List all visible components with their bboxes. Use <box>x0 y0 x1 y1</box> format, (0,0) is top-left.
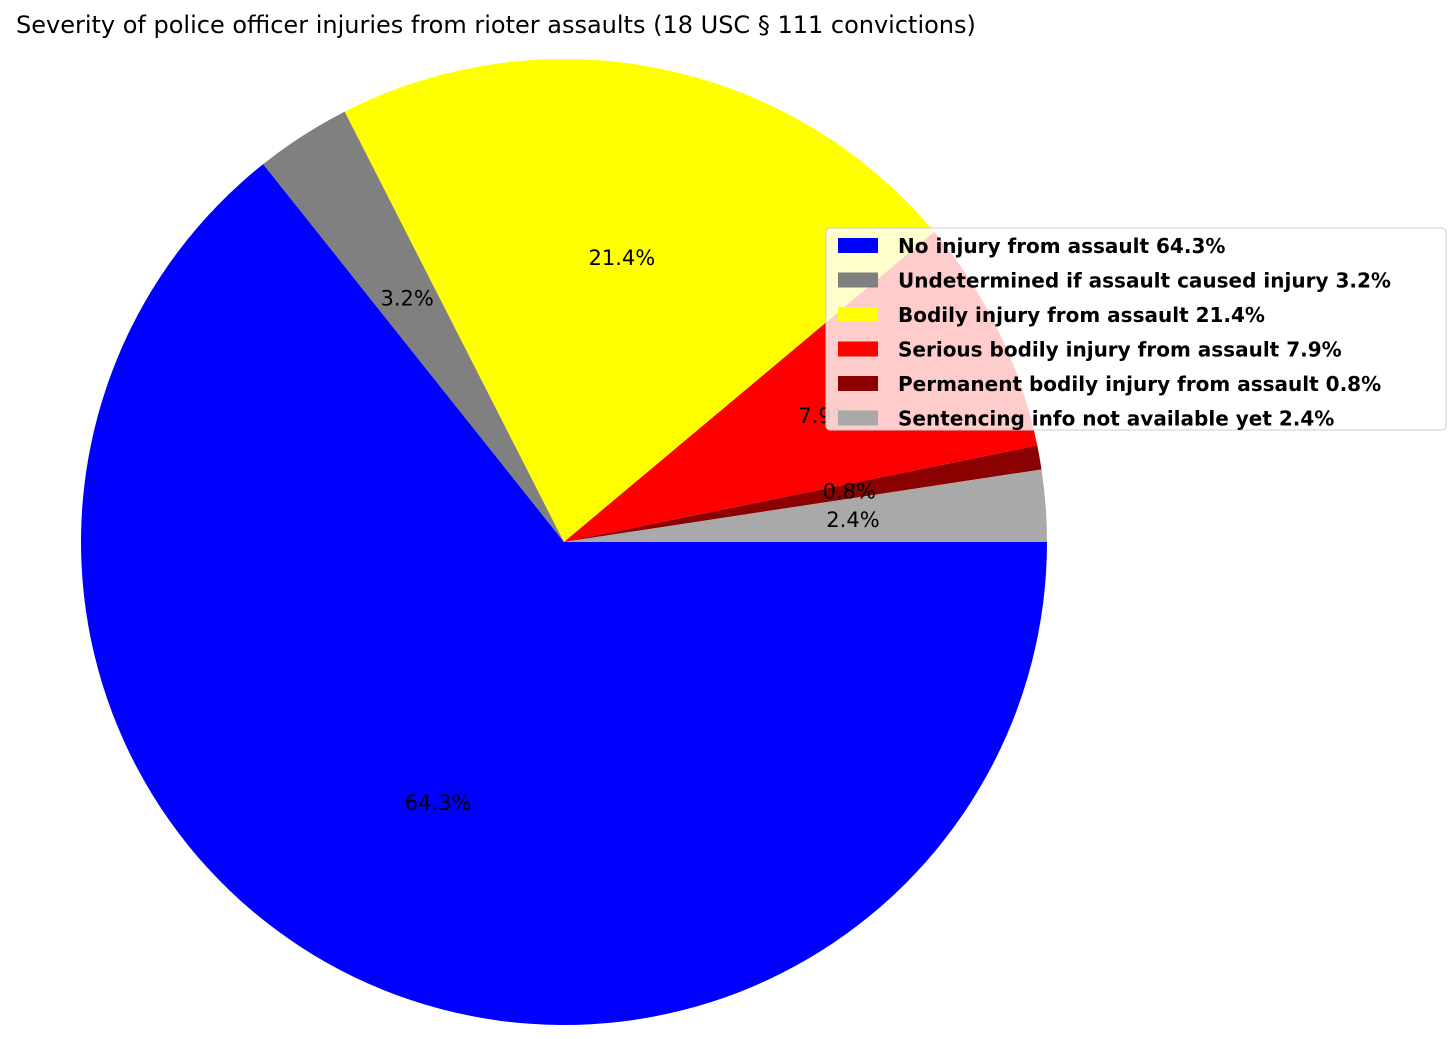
legend-label-undetermined-if-assault-caused-injury: Undetermined if assault caused injury 3.… <box>898 269 1391 293</box>
pie-slice-no-injury-from-assault <box>80 164 1047 1026</box>
legend-swatch-bodily-injury-from-assault <box>838 307 878 322</box>
legend-swatch-no-injury-from-assault <box>838 238 878 253</box>
pie-label-bodily-injury-from-assault: 21.4% <box>589 246 656 270</box>
legend-swatch-sentencing-info-not-available-yet <box>838 410 878 426</box>
legend-label-sentencing-info-not-available-yet: Sentencing info not available yet 2.4% <box>898 407 1334 431</box>
legend: No injury from assault 64.3% Undetermined… <box>825 227 1447 431</box>
pie-label-permanent-bodily-injury-from-assault: 0.8% <box>823 479 876 503</box>
pie-slice-permanent-bodily-injury-from-assault <box>564 445 1042 542</box>
legend-frame <box>825 227 1447 431</box>
legend-label-bodily-injury-from-assault: Bodily injury from assault 21.4% <box>898 303 1265 327</box>
legend-label-serious-bodily-injury-from-assault: Serious bodily injury from assault 7.9% <box>898 338 1342 362</box>
pie-slice-bodily-injury-from-assault <box>344 59 935 542</box>
legend-label-permanent-bodily-injury-from-assault: Permanent bodily injury from assault 0.8… <box>898 372 1381 396</box>
pie-slice-undetermined-if-assault-caused-injury <box>263 111 564 542</box>
pie-label-no-injury-from-assault: 64.3% <box>405 791 472 815</box>
pie-label-sentencing-info-not-available-yet: 2.4% <box>826 508 879 532</box>
pie-percent-labels: 64.3%3.2%21.4%7.9%0.8%2.4% <box>381 246 880 815</box>
pie-slice-sentencing-info-not-available-yet <box>564 469 1047 542</box>
chart-title: Severity of police officer injuries from… <box>16 11 976 39</box>
pie-slices <box>80 59 1047 1026</box>
legend-swatch-undetermined-if-assault-caused-injury <box>838 272 878 288</box>
pie-label-undetermined-if-assault-caused-injury: 3.2% <box>381 286 434 310</box>
legend-label-no-injury-from-assault: No injury from assault 64.3% <box>898 234 1225 258</box>
legend-swatch-permanent-bodily-injury-from-assault <box>838 376 878 391</box>
legend-swatch-serious-bodily-injury-from-assault <box>838 341 878 357</box>
